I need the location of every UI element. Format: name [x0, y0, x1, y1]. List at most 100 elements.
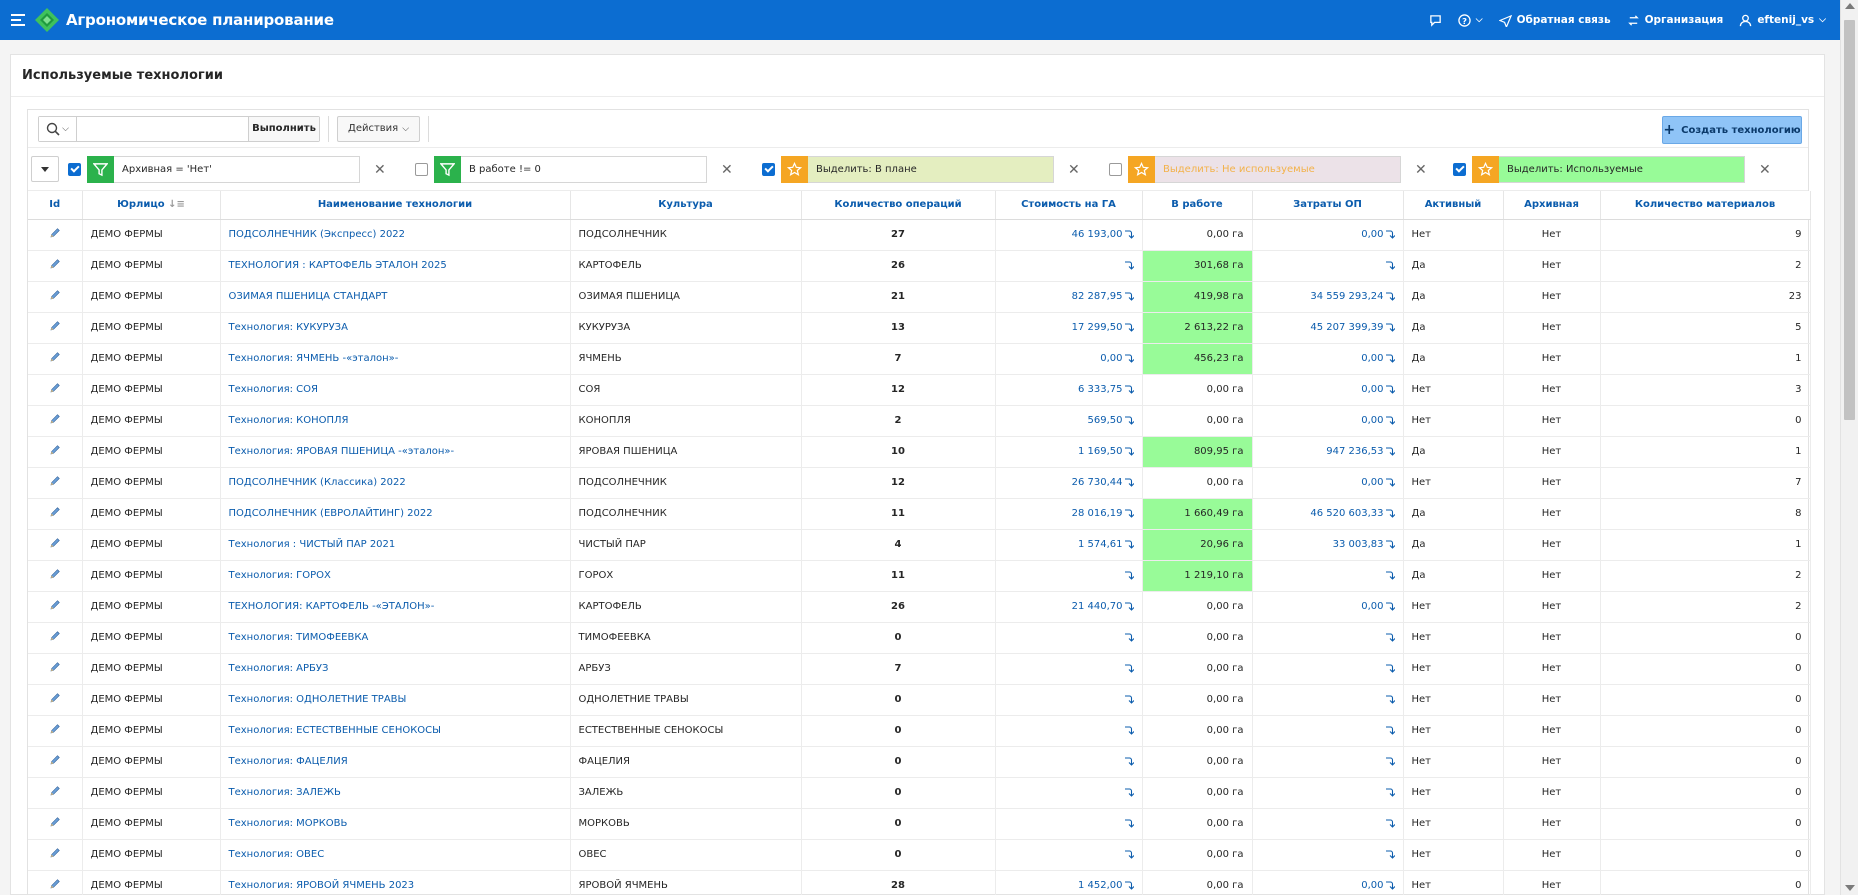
edit-cell[interactable] — [28, 343, 83, 375]
expenses-link[interactable]: 0,00 — [1252, 219, 1404, 251]
edit-cell[interactable] — [28, 870, 83, 895]
app-title[interactable]: Агрономическое планирование — [66, 11, 334, 29]
cost-per-ha-link[interactable] — [995, 746, 1143, 778]
drilldown-arrow-icon[interactable] — [1124, 818, 1134, 828]
menu-icon[interactable] — [11, 14, 25, 26]
drilldown-arrow-icon[interactable] — [1385, 415, 1395, 425]
actions-menu-button[interactable]: Действия ⌵ — [337, 115, 421, 142]
expenses-link[interactable]: 0,00 — [1252, 467, 1404, 499]
organization-button[interactable]: Организация — [1627, 14, 1723, 27]
filter-checkbox[interactable] — [1109, 163, 1122, 176]
drilldown-arrow-icon[interactable] — [1385, 849, 1395, 859]
technology-name-link[interactable]: ТЕХНОЛОГИЯ: КАРТОФЕЛЬ -«ЭТАЛОН»- — [220, 591, 571, 623]
drilldown-arrow-icon[interactable] — [1124, 756, 1134, 766]
cost-per-ha-link[interactable] — [995, 839, 1143, 871]
drilldown-arrow-icon[interactable] — [1385, 756, 1395, 766]
technology-name-link[interactable]: ПОДСОЛНЕЧНИК (Классика) 2022 — [220, 467, 571, 499]
expenses-link[interactable] — [1252, 653, 1404, 685]
go-button[interactable]: Выполнить — [248, 116, 319, 141]
cost-per-ha-link[interactable]: 6 333,75 — [995, 374, 1143, 406]
pencil-edit-icon[interactable] — [49, 692, 61, 704]
expenses-link[interactable]: 34 559 293,24 — [1252, 281, 1404, 313]
edit-cell[interactable] — [28, 219, 83, 251]
edit-cell[interactable] — [28, 529, 83, 561]
edit-cell[interactable] — [28, 839, 83, 871]
expenses-link[interactable] — [1252, 560, 1404, 592]
cost-per-ha-link[interactable] — [995, 684, 1143, 716]
cost-per-ha-link[interactable]: 82 287,95 — [995, 281, 1143, 313]
filter-label[interactable]: В работе != 0 — [461, 156, 707, 183]
drilldown-arrow-icon[interactable] — [1385, 384, 1395, 394]
drilldown-arrow-icon[interactable] — [1124, 260, 1134, 270]
drilldown-arrow-icon[interactable] — [1124, 570, 1134, 580]
edit-cell[interactable] — [28, 436, 83, 468]
drilldown-arrow-icon[interactable] — [1124, 446, 1134, 456]
pencil-edit-icon[interactable] — [49, 816, 61, 828]
scroll-down-arrow-icon[interactable] — [1845, 885, 1855, 891]
expenses-link[interactable]: 0,00 — [1252, 405, 1404, 437]
filter-label[interactable]: Выделить: В плане — [808, 156, 1054, 183]
expenses-link[interactable] — [1252, 839, 1404, 871]
remove-filter-icon[interactable]: ✕ — [1759, 161, 1771, 178]
cost-per-ha-link[interactable] — [995, 622, 1143, 654]
technology-name-link[interactable]: Технология : ЧИСТЫЙ ПАР 2021 — [220, 529, 571, 561]
search-input[interactable] — [77, 116, 248, 141]
drilldown-arrow-icon[interactable] — [1124, 353, 1134, 363]
technology-name-link[interactable]: Технология: ЗАЛЕЖЬ — [220, 777, 571, 809]
drilldown-arrow-icon[interactable] — [1385, 694, 1395, 704]
drilldown-arrow-icon[interactable] — [1124, 477, 1134, 487]
column-header[interactable]: Архивная — [1503, 191, 1601, 220]
edit-cell[interactable] — [28, 808, 83, 840]
chat-button[interactable] — [1429, 14, 1442, 27]
help-menu-button[interactable]: ? ⌵ — [1458, 13, 1483, 27]
filter-checkbox[interactable] — [1453, 163, 1466, 176]
cost-per-ha-link[interactable]: 569,50 — [995, 405, 1143, 437]
technology-name-link[interactable]: Технология: ОДНОЛЕТНИЕ ТРАВЫ — [220, 684, 571, 716]
remove-filter-icon[interactable]: ✕ — [721, 161, 733, 178]
column-header[interactable]: Активный — [1403, 191, 1504, 220]
cost-per-ha-link[interactable] — [995, 560, 1143, 592]
column-header[interactable]: Количество материалов — [1600, 191, 1811, 220]
technology-name-link[interactable]: Технология: ТИМОФЕЕВКА — [220, 622, 571, 654]
pencil-edit-icon[interactable] — [49, 630, 61, 642]
drilldown-arrow-icon[interactable] — [1124, 508, 1134, 518]
drilldown-arrow-icon[interactable] — [1124, 694, 1134, 704]
drilldown-arrow-icon[interactable] — [1124, 880, 1134, 890]
technology-name-link[interactable]: Технология: ЯРОВАЯ ПШЕНИЦА -«эталон»- — [220, 436, 571, 468]
technology-name-link[interactable]: Технология: СОЯ — [220, 374, 571, 406]
collapse-filters-button[interactable] — [31, 156, 59, 182]
technology-name-link[interactable]: Технология: ГОРОХ — [220, 560, 571, 592]
drilldown-arrow-icon[interactable] — [1385, 570, 1395, 580]
edit-cell[interactable] — [28, 374, 83, 406]
pencil-edit-icon[interactable] — [49, 227, 61, 239]
drilldown-arrow-icon[interactable] — [1385, 818, 1395, 828]
cost-per-ha-link[interactable]: 26 730,44 — [995, 467, 1143, 499]
technology-name-link[interactable]: Технология: МОРКОВЬ — [220, 808, 571, 840]
expenses-link[interactable]: 947 236,53 — [1252, 436, 1404, 468]
pencil-edit-icon[interactable] — [49, 754, 61, 766]
column-header[interactable]: Стоимость на ГА — [995, 191, 1143, 220]
pencil-edit-icon[interactable] — [49, 444, 61, 456]
pencil-edit-icon[interactable] — [49, 878, 61, 890]
cost-per-ha-link[interactable]: 1 574,61 — [995, 529, 1143, 561]
technology-name-link[interactable]: Технология: АРБУЗ — [220, 653, 571, 685]
cost-per-ha-link[interactable]: 17 299,50 — [995, 312, 1143, 344]
drilldown-arrow-icon[interactable] — [1385, 508, 1395, 518]
drilldown-arrow-icon[interactable] — [1124, 849, 1134, 859]
expenses-link[interactable]: 0,00 — [1252, 591, 1404, 623]
drilldown-arrow-icon[interactable] — [1124, 291, 1134, 301]
edit-cell[interactable] — [28, 715, 83, 747]
technology-name-link[interactable]: Технология: ЯЧМЕНЬ -«эталон»- — [220, 343, 571, 375]
cost-per-ha-link[interactable] — [995, 808, 1143, 840]
expenses-link[interactable] — [1252, 622, 1404, 654]
drilldown-arrow-icon[interactable] — [1124, 632, 1134, 642]
column-header[interactable]: Id — [28, 191, 83, 220]
technology-name-link[interactable]: Технология: ЕСТЕСТВЕННЫЕ СЕНОКОСЫ — [220, 715, 571, 747]
pencil-edit-icon[interactable] — [49, 258, 61, 270]
cost-per-ha-link[interactable] — [995, 715, 1143, 747]
drilldown-arrow-icon[interactable] — [1124, 322, 1134, 332]
expenses-link[interactable]: 0,00 — [1252, 343, 1404, 375]
feedback-button[interactable]: Обратная связь — [1498, 14, 1611, 27]
expenses-link[interactable] — [1252, 746, 1404, 778]
expenses-link[interactable] — [1252, 808, 1404, 840]
